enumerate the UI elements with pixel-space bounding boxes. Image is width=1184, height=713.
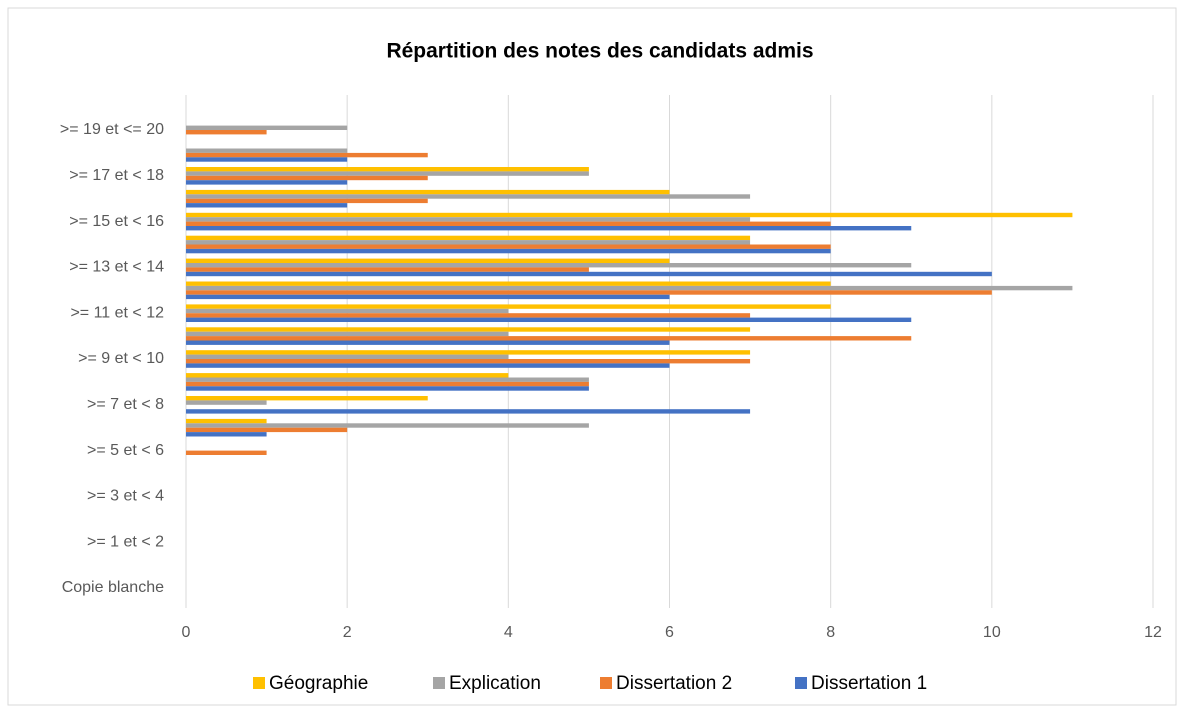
bar: [186, 244, 831, 249]
chart-frame: [7, 7, 1177, 706]
x-tick-label: 12: [1144, 624, 1162, 641]
x-tick-label: 0: [182, 624, 191, 641]
bar: [186, 263, 912, 268]
legend-swatch: [253, 677, 265, 689]
bar: [186, 271, 992, 277]
x-tick-label: 8: [826, 624, 835, 641]
bar: [186, 152, 428, 158]
bar: [186, 359, 751, 364]
y-tick-label: >= 3 et < 4: [87, 488, 164, 505]
y-tick-label: >= 13 et < 14: [69, 259, 164, 276]
chart-title: Répartition des notes des candidats admi…: [386, 40, 813, 63]
bar: [186, 281, 831, 286]
y-tick-label: >= 15 et < 16: [69, 213, 164, 230]
bar: [186, 198, 428, 204]
bar: [186, 317, 912, 322]
bar: [186, 327, 751, 332]
bar: [186, 194, 751, 199]
bar: [186, 308, 509, 314]
bar: [186, 212, 1073, 218]
y-tick-label: Copie blanche: [62, 579, 164, 596]
bar: [186, 400, 267, 405]
legend-label: Explication: [449, 673, 541, 694]
bar: [186, 423, 589, 428]
bar: [186, 386, 589, 391]
y-tick-label: >= 17 et < 18: [69, 167, 164, 184]
bar: [186, 418, 267, 424]
bar: [186, 304, 831, 309]
bar: [186, 427, 348, 433]
legend-label: Dissertation 1: [811, 673, 927, 694]
bar: [186, 130, 267, 135]
bar: [186, 221, 831, 226]
x-tick-label: 10: [983, 624, 1001, 641]
bar: [186, 294, 670, 300]
legend-swatch: [600, 677, 612, 689]
bar: [186, 175, 428, 181]
bar: [186, 377, 589, 382]
y-tick-label: >= 1 et < 2: [87, 533, 164, 550]
y-tick-label: >= 5 et < 6: [87, 442, 164, 459]
legend-swatch: [795, 677, 807, 689]
bar: [186, 432, 267, 437]
bar: [186, 180, 348, 185]
bar: [186, 313, 751, 318]
bar: [186, 203, 348, 208]
bar: [186, 285, 1073, 291]
legend-label: Dissertation 2: [616, 673, 732, 694]
y-tick-label: >= 11 et < 12: [70, 304, 164, 321]
bar: [186, 267, 589, 272]
bar: [186, 354, 509, 359]
bar: [186, 167, 589, 172]
x-tick-label: 2: [343, 624, 352, 641]
bar: [186, 331, 509, 337]
bar: [186, 363, 670, 368]
bar: [186, 226, 912, 231]
bar: [186, 235, 751, 241]
bar: [186, 157, 348, 162]
bar: [186, 258, 670, 263]
bar: [186, 189, 670, 195]
bar: [186, 336, 912, 341]
bar: [186, 290, 992, 295]
bar: [186, 148, 348, 153]
bar: [186, 340, 670, 345]
bar: [186, 240, 751, 245]
bar: [186, 373, 509, 378]
y-tick-label: >= 19 et <= 20: [60, 121, 164, 138]
bar: [186, 171, 589, 176]
bar: [186, 248, 831, 254]
bar: [186, 125, 348, 130]
bar: [186, 381, 589, 387]
bar: [186, 217, 751, 222]
x-tick-label: 6: [665, 624, 674, 641]
bar: [186, 396, 428, 401]
x-tick-label: 4: [504, 624, 513, 641]
bar: [186, 409, 751, 414]
bar: [186, 450, 267, 455]
legend-swatch: [433, 677, 445, 689]
legend-label: Géographie: [269, 673, 368, 694]
y-tick-label: >= 9 et < 10: [78, 350, 164, 367]
bar: [186, 350, 751, 355]
y-tick-label: >= 7 et < 8: [87, 396, 164, 413]
